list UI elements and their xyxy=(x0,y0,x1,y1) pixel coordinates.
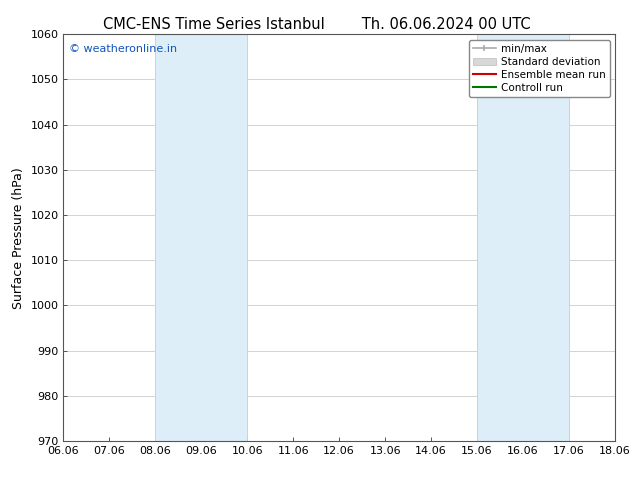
Text: © weatheronline.in: © weatheronline.in xyxy=(69,45,177,54)
Legend: min/max, Standard deviation, Ensemble mean run, Controll run: min/max, Standard deviation, Ensemble me… xyxy=(469,40,610,97)
Bar xyxy=(155,34,247,441)
Text: CMC-ENS Time Series Istanbul        Th. 06.06.2024 00 UTC: CMC-ENS Time Series Istanbul Th. 06.06.2… xyxy=(103,17,531,32)
Bar xyxy=(477,34,569,441)
Y-axis label: Surface Pressure (hPa): Surface Pressure (hPa) xyxy=(12,167,25,309)
